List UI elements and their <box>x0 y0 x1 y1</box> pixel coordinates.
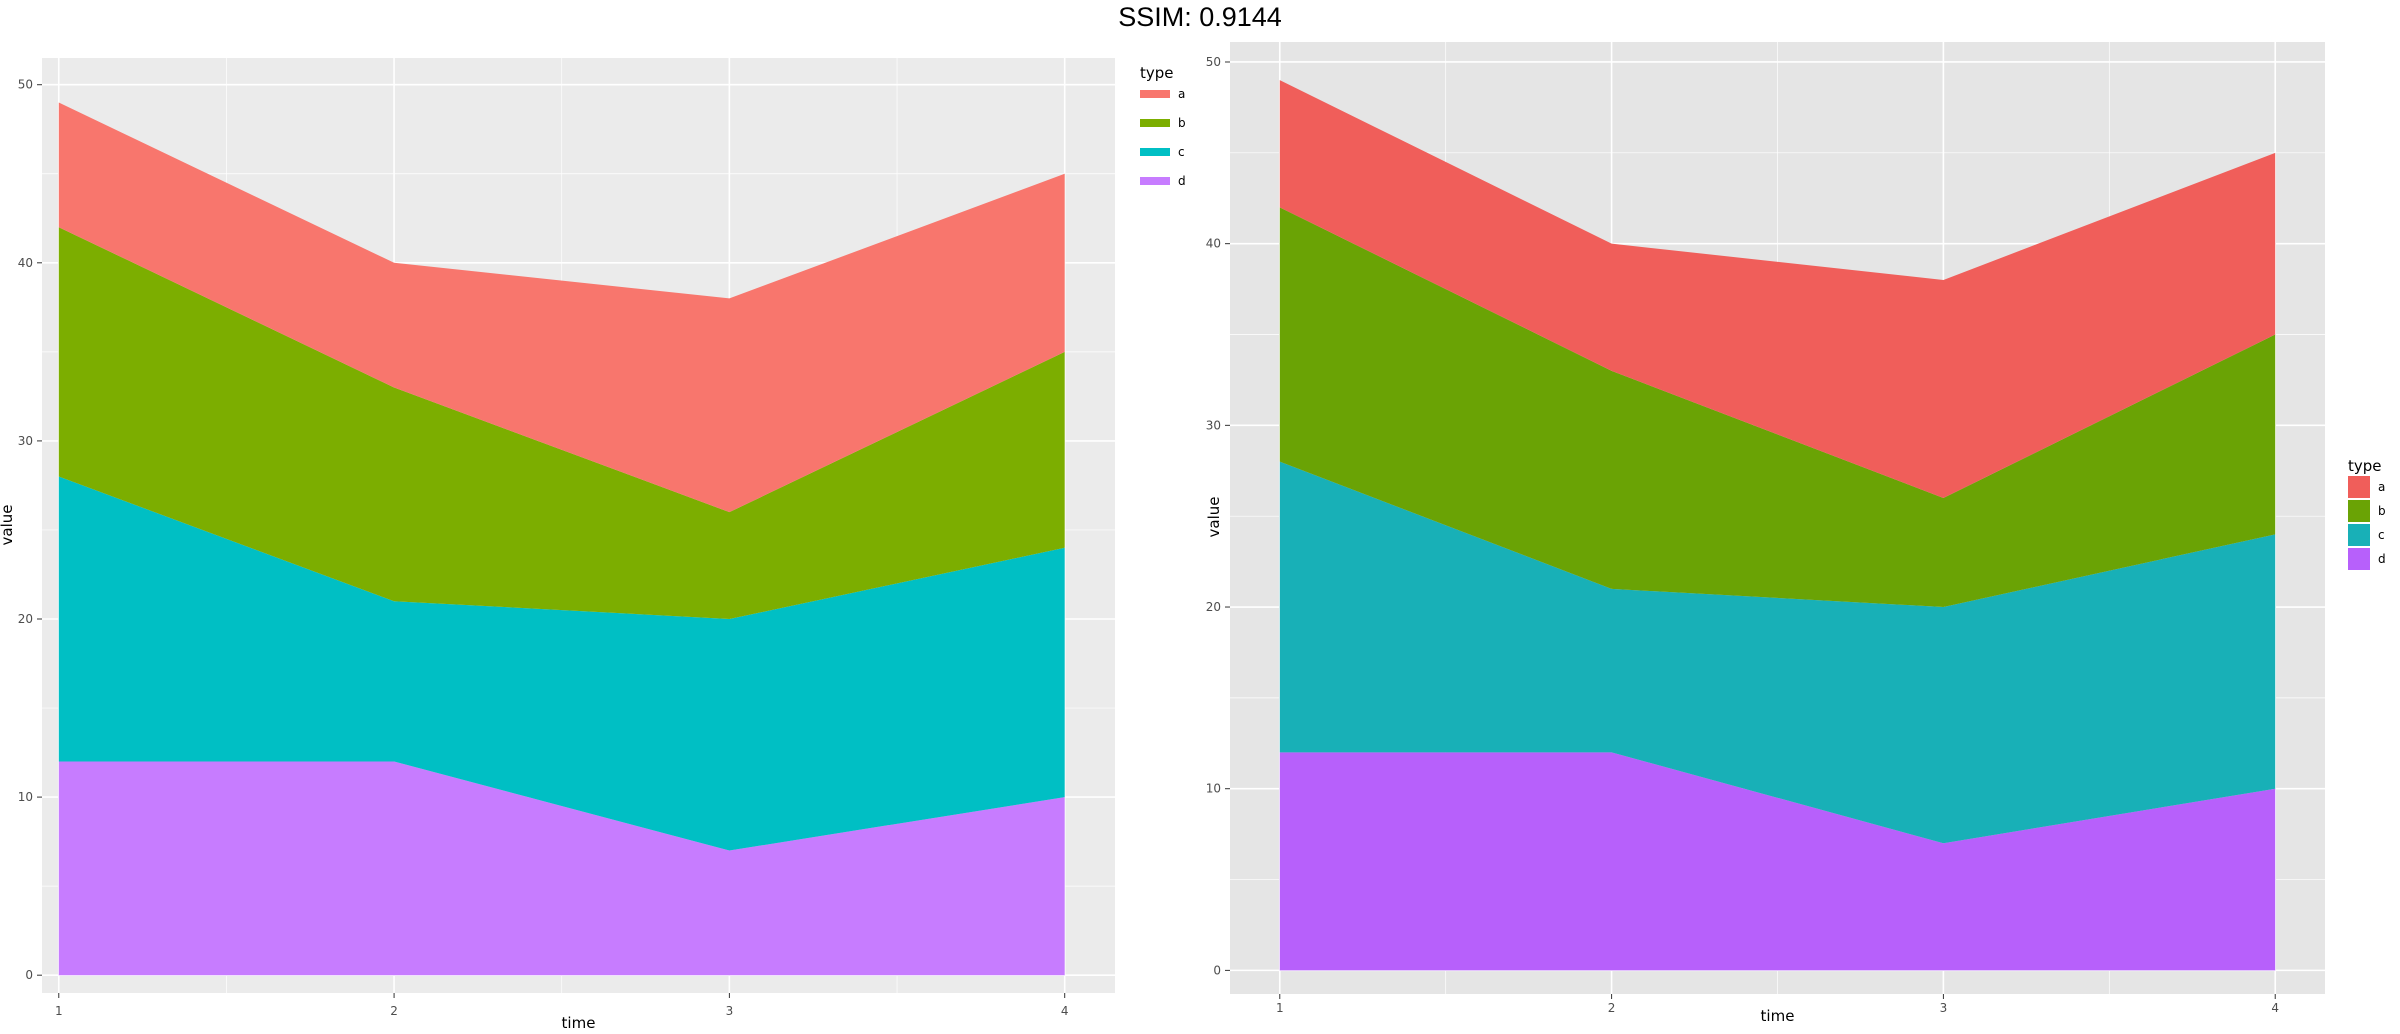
legend-label-c: c <box>1178 145 1185 159</box>
y-axis-title: value <box>1205 497 1223 538</box>
ssim-title: SSIM: 0.9144 <box>1118 2 1282 32</box>
legend-label-b: b <box>1178 116 1186 130</box>
y-tick-label: 40 <box>1206 237 1221 251</box>
legend-label-a: a <box>2378 480 2385 494</box>
x-tick-label: 2 <box>390 1004 398 1018</box>
legend-label-a: a <box>1178 87 1185 101</box>
y-tick-label: 40 <box>18 256 33 270</box>
area-series-c <box>58 476 1065 851</box>
area-series-d <box>58 761 1065 976</box>
y-tick-label: 0 <box>1213 963 1221 977</box>
y-tick-label: 0 <box>25 968 33 982</box>
legend-key-c <box>1140 148 1170 156</box>
y-tick-label: 20 <box>1206 600 1221 614</box>
legend-title: type <box>2348 457 2382 475</box>
legend-key-a <box>1140 90 1170 98</box>
y-tick-label: 20 <box>18 612 33 626</box>
legend-label-c: c <box>2378 528 2385 542</box>
area-series-c <box>1279 461 2276 844</box>
x-tick-label: 1 <box>55 1004 63 1018</box>
y-tick-label: 50 <box>1206 55 1221 69</box>
legend-key-a <box>2348 476 2370 498</box>
legend-key-b <box>1140 119 1170 127</box>
y-tick-label: 30 <box>1206 418 1221 432</box>
x-tick-label: 3 <box>1940 1001 1948 1015</box>
x-tick-label: 2 <box>1608 1001 1616 1015</box>
y-tick-label: 30 <box>18 434 33 448</box>
x-tick-label: 1 <box>1276 1001 1284 1015</box>
area-series-a <box>1279 80 2276 499</box>
y-tick-label: 10 <box>1206 782 1221 796</box>
legend-key-d <box>1140 177 1170 185</box>
area-series-b <box>1279 207 2276 608</box>
legend-label-d: d <box>2378 552 2386 566</box>
y-tick-label: 50 <box>18 78 33 92</box>
legend-title: type <box>1140 64 1174 82</box>
legend-key-c <box>2348 524 2370 546</box>
x-tick-label: 4 <box>2271 1001 2279 1015</box>
x-axis-title: time <box>562 1014 596 1032</box>
x-tick-label: 3 <box>726 1004 734 1018</box>
legend-label-b: b <box>2378 504 2386 518</box>
area-series-b <box>58 227 1065 619</box>
x-tick-label: 4 <box>1061 1004 1069 1018</box>
area-series-d <box>1279 752 2276 971</box>
y-axis-title: value <box>0 505 16 546</box>
x-axis-title: time <box>1761 1007 1795 1025</box>
legend-key-d <box>2348 548 2370 570</box>
legend-label-d: d <box>1178 174 1186 188</box>
legend-key-b <box>2348 500 2370 522</box>
area-series-a <box>58 102 1065 513</box>
y-tick-label: 10 <box>18 790 33 804</box>
